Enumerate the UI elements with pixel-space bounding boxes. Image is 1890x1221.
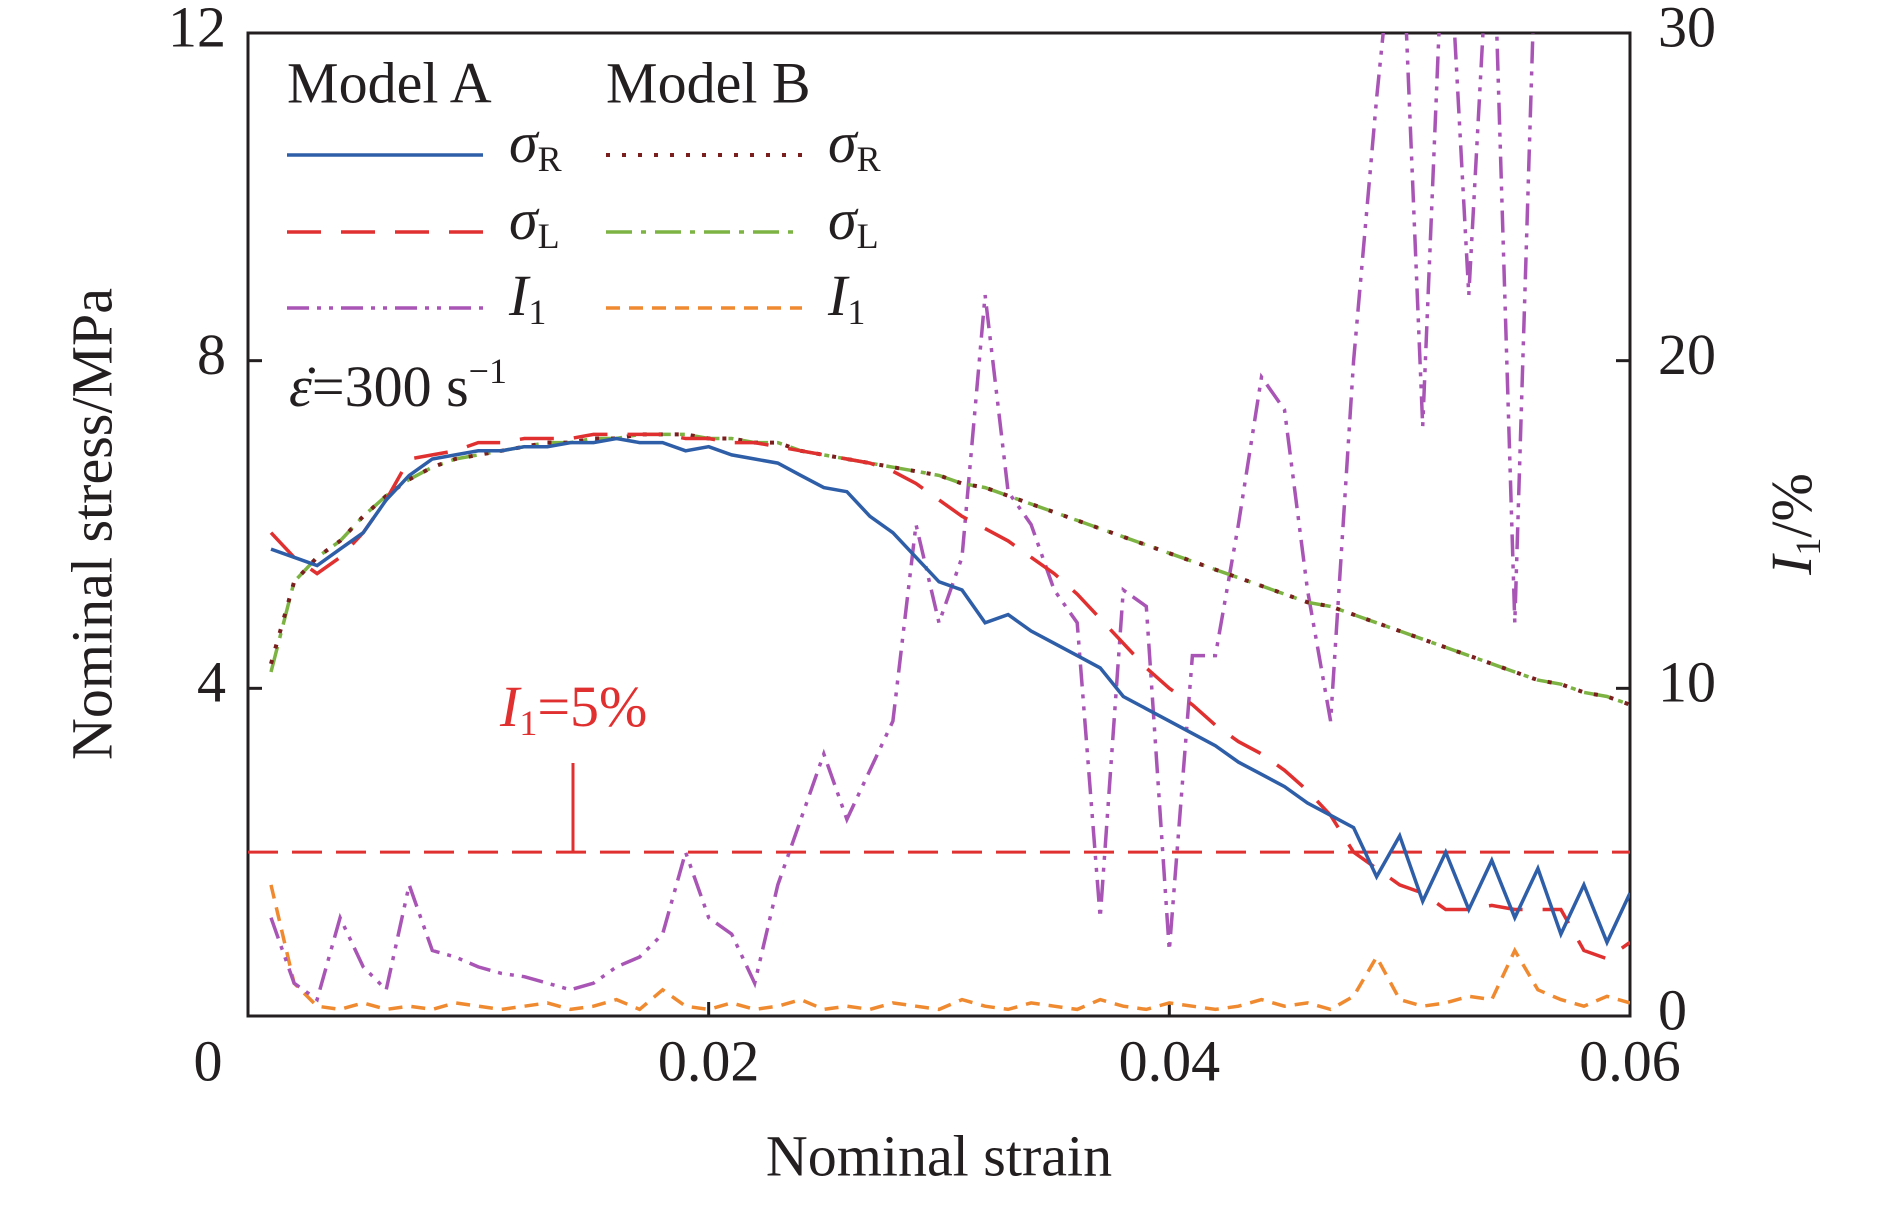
y-tick-label: 8: [197, 322, 226, 387]
y-tick-label: 12: [168, 0, 226, 59]
y2-tick-label: 0: [1658, 977, 1687, 1042]
series-line: [269, 432, 1630, 707]
plot-area: [248, 33, 1630, 1012]
legend-label: σR: [828, 110, 881, 179]
legend-label: σL: [509, 187, 560, 256]
x-axis-label: Nominal strain: [766, 1123, 1112, 1188]
legend-title: Model A: [287, 50, 492, 115]
y2-axis-label: I1/%: [1759, 473, 1828, 576]
threshold-label: I1=5%: [499, 674, 647, 743]
plot-frame: [246, 31, 1632, 1018]
series-line: [269, 432, 1630, 707]
legend-label: σR: [509, 110, 562, 179]
legend-label: σL: [828, 187, 879, 256]
y2-tick-label: 30: [1658, 0, 1716, 59]
annotation: ε̇=300 s−1: [289, 351, 507, 419]
x-tick-label: 0.06: [1579, 1028, 1681, 1093]
x-tick-label: 0.04: [1119, 1028, 1221, 1093]
series-line: [269, 884, 1630, 1012]
legend-title: Model B: [606, 50, 811, 115]
y-tick-label: 4: [197, 650, 226, 715]
legend-label: I1: [827, 263, 865, 332]
series-line: [269, 432, 1630, 961]
series-line: [270, 436, 1630, 947]
legend-label: I1: [508, 263, 546, 332]
x-tick-label: 0.02: [658, 1028, 760, 1093]
x-tick-label: 0: [194, 1028, 223, 1093]
y-axis-label: Nominal stress/MPa: [59, 288, 124, 760]
y2-tick-label: 20: [1658, 322, 1716, 387]
y2-tick-label: 10: [1658, 650, 1716, 715]
series-line: [269, 33, 1535, 1003]
